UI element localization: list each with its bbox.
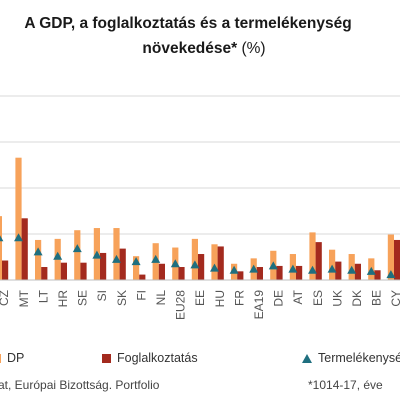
marker-productivity-hu [210, 263, 219, 272]
bar-gdp-ee [191, 238, 198, 280]
bar-gdp-cy [387, 234, 394, 280]
bar-gdp-mt [15, 157, 22, 280]
x-tick-label-es: ES [311, 290, 325, 306]
chart-title-line1: A GDP, a foglalkoztatás és a termelékeny… [24, 15, 352, 32]
bar-employment-de [276, 265, 283, 280]
bar-employment-eu28 [178, 267, 185, 280]
bar-gdp-lt [35, 239, 42, 280]
bar-employment-dk [354, 263, 361, 280]
chart-legend: DP Foglalkoztatás Termelékenység [0, 351, 400, 367]
marker-productivity-cz [0, 235, 4, 242]
legend-label-productivity: Termelékenység [318, 351, 400, 365]
x-tick-label-ea19: EA19 [252, 290, 266, 320]
x-tick-label-fr: FR [232, 290, 246, 306]
bar-employment-es [315, 242, 322, 280]
marker-productivity-nl [151, 254, 161, 263]
bar-gdp-hu [211, 244, 218, 280]
x-tick-label-at: AT [291, 289, 305, 304]
x-tick-label-hu: HU [213, 290, 227, 307]
x-tick-label-eu28: EU28 [174, 290, 188, 320]
bar-employment-fr [237, 271, 244, 280]
bar-employment-nl [158, 263, 165, 280]
marker-productivity-uk [327, 264, 337, 273]
bar-employment-mt [21, 218, 28, 280]
x-tick-label-de: DE [272, 290, 286, 307]
bar-gdp-se [74, 230, 81, 280]
legend-item-employment: Foglalkoztatás [102, 351, 198, 365]
footer-source: at, Európai Bizottság. Portfolio [0, 378, 160, 392]
marker-productivity-at [288, 264, 298, 273]
x-tick-label-fi: FI [134, 290, 148, 301]
bar-employment-lt [41, 267, 48, 280]
chart-title-text: növekedése* [142, 40, 238, 57]
legend-marker-productivity [302, 353, 312, 363]
bar-employment-uk [335, 261, 342, 280]
marker-productivity-fr [229, 265, 239, 274]
marker-productivity-es [308, 265, 317, 274]
bar-gdp-es [309, 232, 316, 280]
bar-employment-be [374, 270, 381, 280]
x-tick-label-lt: LT [36, 289, 50, 303]
bar-employment-sk [119, 248, 126, 280]
marker-productivity-se [72, 244, 82, 253]
legend-label-gdp: DP [7, 351, 25, 365]
marker-productivity-dk [347, 265, 357, 274]
bar-employment-si [100, 252, 107, 280]
bar-employment-hr [60, 262, 67, 280]
marker-productivity-sk [112, 254, 121, 263]
marker-productivity-hr [53, 251, 63, 260]
bar-employment-ea19 [256, 267, 263, 280]
legend-item-productivity: Termelékenység [302, 351, 400, 365]
x-tick-label-cy: CY [389, 290, 400, 307]
bar-gdp-sk [113, 228, 120, 280]
legend-swatch-employment [102, 353, 111, 363]
x-tick-label-cz: CZ [0, 290, 11, 306]
x-tick-label-dk: DK [350, 290, 364, 307]
legend-label-employment: Foglalkoztatás [117, 351, 198, 365]
footer-note: *1014-17, éve [308, 378, 383, 392]
bar-gdp-fi [133, 256, 140, 280]
x-tick-label-uk: UK [330, 290, 344, 307]
bar-employment-ee [198, 254, 205, 280]
bar-employment-se [80, 262, 87, 280]
x-tick-label-sk: SK [115, 290, 129, 306]
x-tick-label-se: SE [76, 290, 90, 306]
marker-productivity-lt [33, 247, 43, 256]
x-tick-label-si: SI [95, 290, 109, 301]
marker-productivity-cy [386, 270, 396, 279]
x-tick-label-mt: MT [17, 289, 31, 307]
bar-gdp-cz [0, 216, 2, 280]
marker-productivity-ee [190, 260, 200, 269]
x-tick-label-hr: HR [56, 290, 70, 308]
marker-productivity-mt [14, 233, 23, 242]
bar-employment-at [296, 265, 303, 280]
marker-productivity-ea19 [249, 264, 259, 273]
bar-employment-fi [139, 274, 146, 280]
chart-title-unit: (%) [241, 40, 266, 57]
marker-productivity-de [268, 261, 278, 270]
x-tick-label-ee: EE [193, 290, 207, 306]
chart-title-line2: növekedése* (%) [4, 40, 400, 58]
bar-employment-cy [394, 239, 400, 280]
legend-swatch-gdp [0, 353, 1, 363]
marker-productivity-be [366, 266, 376, 275]
marker-productivity-si [92, 250, 102, 259]
x-tick-label-be: BE [370, 290, 384, 306]
bar-employment-hu [217, 246, 224, 280]
bar-employment-cz [2, 260, 9, 280]
x-tick-label-nl: NL [154, 290, 168, 306]
marker-productivity-eu28 [170, 259, 180, 268]
legend-item-gdp: DP [0, 351, 24, 365]
marker-productivity-fi [131, 257, 141, 266]
